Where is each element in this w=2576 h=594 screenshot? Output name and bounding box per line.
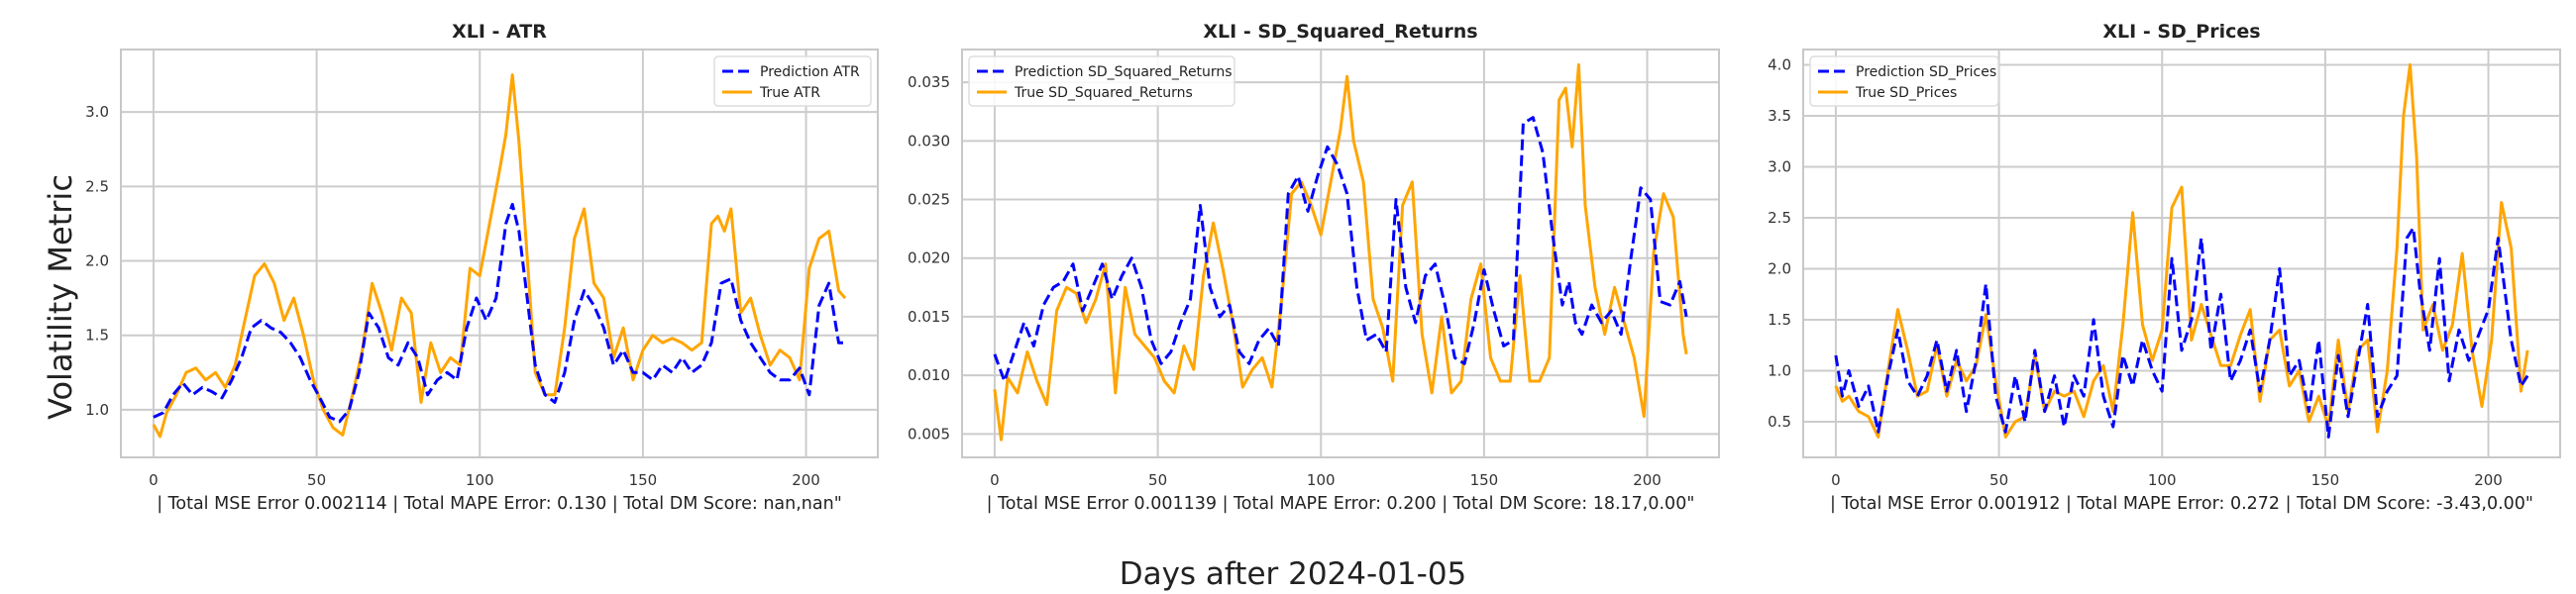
legend: Prediction SD_Squared_Returns True SD_Squ…: [968, 55, 1235, 107]
axes-frame: [1802, 49, 2561, 458]
y-tick-label: 3.0: [85, 103, 109, 121]
prediction-line: [153, 202, 846, 424]
x-tick-label: 100: [466, 471, 494, 489]
y-tick-label: 1.5: [85, 327, 109, 345]
legend-label: True SD_Squared_Returns: [1014, 85, 1193, 101]
x-tick-label: 150: [1470, 471, 1499, 489]
series-group: [993, 62, 1688, 442]
x-tick-label: 50: [307, 471, 326, 489]
x-tick-label: 150: [2311, 471, 2340, 489]
x-tick-label: 150: [629, 471, 658, 489]
legend-label: Prediction SD_Prices: [1856, 64, 1996, 80]
x-axis-label: | Total MSE Error 0.001912 | Total MAPE …: [1830, 494, 2533, 514]
legend: Prediction SD_Prices True SD_Prices: [1809, 55, 1999, 107]
y-tick-label: 0.025: [908, 191, 950, 209]
y-tick-label: 0.020: [908, 249, 950, 267]
figure-ylabel: Volatility Metric: [42, 174, 79, 420]
y-tick-label: 0.015: [908, 308, 950, 326]
x-tick-label: 0: [1831, 471, 1841, 489]
y-tick-label: 1.0: [1768, 361, 1791, 379]
chart-title: XLI - SD_Squared_Returns: [1203, 21, 1477, 43]
y-tick-label: 2.0: [1768, 259, 1791, 277]
x-tick-label: 200: [792, 471, 820, 489]
y-tick-label: 1.0: [85, 401, 109, 419]
axes-frame: [120, 49, 879, 458]
chart-panel-3: 0 50 100 150 200 0.5 1.0 1.5 2.0 2.5 3.0 3.5 4.0 XLI …: [1768, 21, 2561, 514]
y-tick-label: 1.5: [1768, 311, 1791, 329]
truth-line: [152, 73, 847, 439]
chart-title: XLI - ATR: [452, 21, 547, 43]
y-tick-label: 0.035: [908, 73, 950, 91]
legend-label: Prediction ATR: [760, 64, 860, 80]
series-group: [1834, 62, 2529, 439]
y-tick-label: 3.5: [1768, 107, 1791, 125]
legend-label: True ATR: [759, 85, 820, 101]
y-tick-label: 4.0: [1768, 55, 1791, 73]
x-tick-label: 0: [149, 471, 159, 489]
y-tick-label: 0.030: [908, 132, 950, 149]
legend: Prediction ATR True ATR: [713, 55, 872, 107]
legend-box: [1809, 55, 1999, 107]
axes-frame: [961, 49, 1720, 458]
truth-line: [993, 62, 1688, 442]
x-tick-label: 50: [1989, 471, 2008, 489]
y-tick-label: 0.010: [908, 366, 950, 384]
legend-label: True SD_Prices: [1855, 85, 1957, 101]
legend-label: Prediction SD_Squared_Returns: [1015, 64, 1233, 80]
y-tick-label: 0.5: [1768, 413, 1791, 431]
legend-box: [968, 55, 1235, 107]
chart-panels: 0 50 100 150 200 1.0 1.5 2.0 2.5 3.0 XLI - ATR | To…: [85, 21, 2561, 514]
x-tick-label: 200: [2474, 471, 2503, 489]
y-tick-label: 0.005: [908, 425, 950, 443]
legend-box: [713, 55, 872, 107]
y-tick-label: 2.5: [85, 177, 109, 195]
figure-xlabel: Days after 2024-01-05: [1120, 556, 1467, 592]
x-tick-label: 0: [990, 471, 1000, 489]
x-axis-label: | Total MSE Error 0.002114 | Total MAPE …: [157, 494, 842, 514]
chart-panel-1: 0 50 100 150 200 1.0 1.5 2.0 2.5 3.0 XLI - ATR | To…: [85, 21, 879, 514]
y-tick-label: 3.0: [1768, 157, 1791, 175]
x-axis-label: | Total MSE Error 0.001139 | Total MAPE …: [987, 494, 1695, 514]
x-tick-label: 200: [1633, 471, 1662, 489]
y-tick-label: 2.0: [85, 252, 109, 270]
x-tick-label: 100: [1307, 471, 1336, 489]
x-tick-label: 50: [1148, 471, 1167, 489]
prediction-line: [993, 116, 1688, 383]
series-group: [152, 73, 847, 439]
chart-panel-2: 0 50 100 150 200 0.005 0.010 0.015 0.020 0.025 0.0…: [908, 21, 1720, 514]
y-tick-label: 2.5: [1768, 209, 1791, 227]
prediction-line: [1834, 226, 2529, 439]
x-tick-label: 100: [2148, 471, 2177, 489]
chart-title: XLI - SD_Prices: [2102, 21, 2260, 43]
